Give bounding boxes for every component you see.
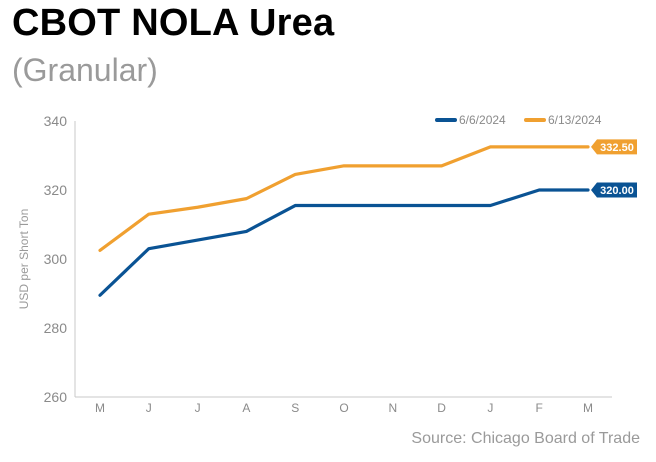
x-tick-label: M [583,401,593,415]
x-tick-label: A [242,401,250,415]
x-tick-label: D [437,401,446,415]
y-tick-label: 340 [44,113,68,129]
labels-layer: 320.00 332.50 [591,139,637,198]
y-axis-label: USD per Short Ton [17,209,31,310]
end-value-badge [591,182,637,198]
x-tick-label: S [291,401,299,415]
end-value-label: 320.00 [600,185,634,197]
series-layer [98,145,590,297]
x-tick-label: N [388,401,397,415]
legend: 6/6/2024 6/13/2024 [435,113,602,127]
end-value-badge [591,139,637,155]
end-value-label: 332.50 [600,142,634,154]
source-note: Source: Chicago Board of Trade [411,430,640,447]
x-tick-label: M [95,401,105,415]
legend-label: 6/6/2024 [459,113,506,127]
x-tick-label: J [146,401,152,415]
y-tick-label: 300 [44,251,68,267]
axes-layer: 260 280 300 320 340 M J J A S O N D J F M USD per Short … [17,113,612,415]
y-tick-label: 320 [44,182,68,198]
legend-label: 6/13/2024 [548,113,602,127]
x-tick-label: J [195,401,201,415]
chart-subtitle: (Granular) [12,52,158,88]
x-tick-label: J [487,401,493,415]
x-tick-label: F [536,401,543,415]
chart-title: CBOT NOLA Urea [12,2,335,44]
series-line-2 [98,145,590,252]
x-tick-label: O [339,401,348,415]
y-tick-label: 260 [44,389,68,405]
y-tick-label: 280 [44,320,68,336]
series-line-1 [98,188,590,297]
